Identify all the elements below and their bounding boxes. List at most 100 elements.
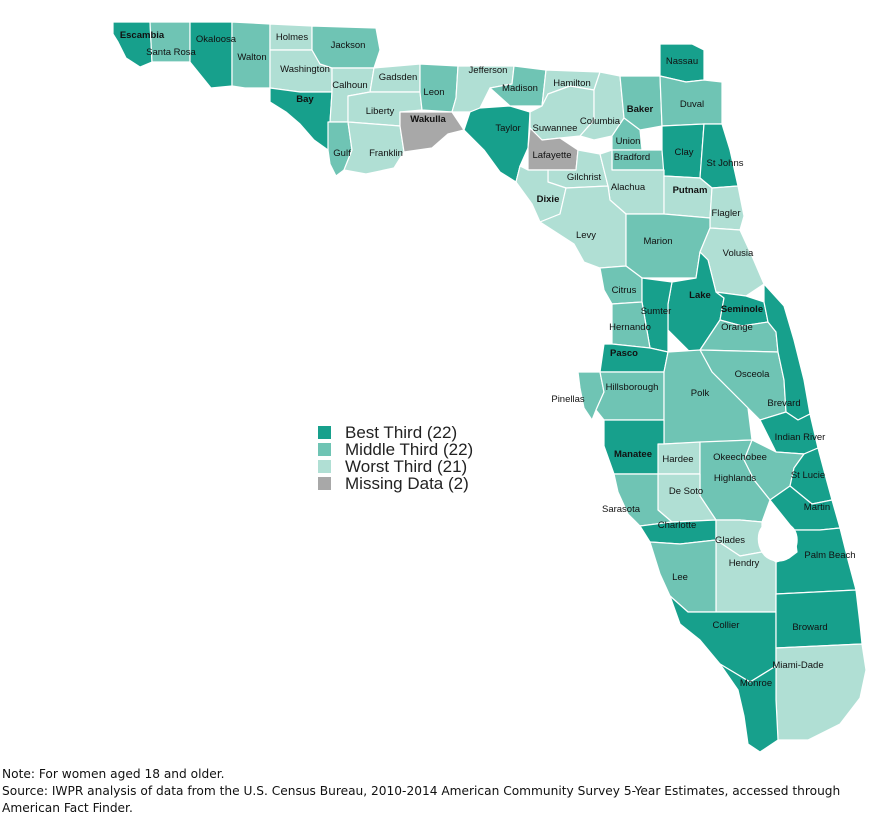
county-label-washington: Washington xyxy=(280,64,330,75)
county-putnam xyxy=(663,175,713,219)
county-label-walton: Walton xyxy=(237,52,266,63)
county-label-sarasota: Sarasota xyxy=(602,504,641,515)
legend-swatch-best xyxy=(318,426,331,439)
county-label-jackson: Jackson xyxy=(331,40,366,51)
note-text: Note: For women aged 18 and older. xyxy=(2,767,225,781)
county-monroe xyxy=(719,663,779,753)
county-label-osceola: Osceola xyxy=(735,369,771,380)
county-label-citrus: Citrus xyxy=(612,285,637,296)
county-label-jefferson: Jefferson xyxy=(469,65,508,76)
county-label-polk: Polk xyxy=(691,388,710,399)
county-label-charlotte: Charlotte xyxy=(658,520,697,531)
county-label-santa-rosa: Santa Rosa xyxy=(146,47,196,58)
county-label-lee: Lee xyxy=(672,572,688,583)
county-dixie xyxy=(515,165,567,223)
county-label-palm-beach: Palm Beach xyxy=(804,550,855,561)
county-label-hillsborough: Hillsborough xyxy=(606,382,659,393)
legend-item-worst: Worst Third (21) xyxy=(318,458,473,475)
county-label-dixie: Dixie xyxy=(537,194,560,205)
county-walton xyxy=(231,21,271,89)
county-label-liberty: Liberty xyxy=(366,106,395,117)
county-label-gadsden: Gadsden xyxy=(379,72,418,83)
county-label-pinellas: Pinellas xyxy=(551,394,585,405)
county-label-pasco: Pasco xyxy=(610,348,638,359)
legend-item-best: Best Third (22) xyxy=(318,424,473,441)
county-label-de-soto: De Soto xyxy=(669,486,703,497)
county-label-columbia: Columbia xyxy=(580,116,621,127)
county-label-lafayette: Lafayette xyxy=(532,150,571,161)
county-label-okaloosa: Okaloosa xyxy=(196,34,237,45)
county-label-brevard: Brevard xyxy=(767,398,800,409)
county-st-johns xyxy=(699,123,739,189)
county-label-duval: Duval xyxy=(680,99,704,110)
county-label-broward: Broward xyxy=(792,622,827,633)
legend-label-worst: Worst Third (21) xyxy=(345,457,468,476)
county-wakulla xyxy=(399,111,465,153)
county-label-glades: Glades xyxy=(715,535,745,546)
county-label-levy: Levy xyxy=(576,230,596,241)
legend-label-missing: Missing Data (2) xyxy=(345,474,469,493)
county-label-suwannee: Suwannee xyxy=(533,123,578,134)
counties-layer xyxy=(112,21,867,753)
legend-swatch-worst xyxy=(318,460,331,473)
county-label-collier: Collier xyxy=(713,620,740,631)
county-okaloosa xyxy=(189,21,233,89)
county-miami-dade xyxy=(775,643,867,741)
county-label-clay: Clay xyxy=(674,147,693,158)
county-label-putnam: Putnam xyxy=(673,185,708,196)
county-franklin xyxy=(343,121,405,175)
county-hillsborough xyxy=(595,371,665,421)
county-label-sumter: Sumter xyxy=(641,306,672,317)
county-label-seminole: Seminole xyxy=(721,304,763,315)
legend-label-middle: Middle Third (22) xyxy=(345,440,474,459)
county-label-gulf: Gulf xyxy=(333,148,351,159)
county-label-taylor: Taylor xyxy=(495,123,520,134)
county-label-martin: Martin xyxy=(804,502,830,513)
map-legend: Best Third (22) Middle Third (22) Worst Th… xyxy=(318,424,473,492)
county-label-alachua: Alachua xyxy=(611,182,646,193)
source-text: Source: IWPR analysis of data from the U… xyxy=(2,784,841,815)
county-label-highlands: Highlands xyxy=(714,473,756,484)
county-label-baker: Baker xyxy=(627,104,654,115)
county-broward xyxy=(775,589,863,649)
lake-okeechobee xyxy=(757,521,798,562)
county-label-marion: Marion xyxy=(643,236,672,247)
legend-item-missing: Missing Data (2) xyxy=(318,475,473,492)
county-label-hernando: Hernando xyxy=(609,322,651,333)
county-label-union: Union xyxy=(616,136,641,147)
notes: Note: For women aged 18 and older. Sourc… xyxy=(2,766,878,817)
county-label-orange: Orange xyxy=(721,322,753,333)
florida-county-map: Escambia Santa Rosa Okaloosa Walton Holmes Wa… xyxy=(112,21,867,753)
legend-swatch-missing xyxy=(318,477,331,490)
county-label-holmes: Holmes xyxy=(276,32,308,43)
county-label-franklin: Franklin xyxy=(369,148,403,159)
county-label-manatee: Manatee xyxy=(614,449,652,460)
county-label-escambia: Escambia xyxy=(120,30,165,41)
county-baker xyxy=(619,75,663,131)
county-label-st-johns: St Johns xyxy=(707,158,744,169)
county-label-hamilton: Hamilton xyxy=(553,78,591,89)
legend-item-middle: Middle Third (22) xyxy=(318,441,473,458)
county-label-st-lucie: St Lucie xyxy=(791,470,825,481)
county-label-leon: Leon xyxy=(423,87,444,98)
county-label-bay: Bay xyxy=(296,94,314,105)
county-label-nassau: Nassau xyxy=(666,56,698,67)
legend-label-best: Best Third (22) xyxy=(345,423,458,442)
county-label-wakulla: Wakulla xyxy=(410,114,446,125)
county-bay xyxy=(269,87,333,151)
county-label-lake: Lake xyxy=(689,290,711,301)
legend-swatch-middle xyxy=(318,443,331,456)
county-label-volusia: Volusia xyxy=(723,248,754,259)
county-label-calhoun: Calhoun xyxy=(332,80,367,91)
county-label-miami-dade: Miami-Dade xyxy=(772,660,823,671)
county-label-monroe: Monroe xyxy=(740,678,772,689)
county-label-hardee: Hardee xyxy=(662,454,693,465)
county-escambia xyxy=(112,21,153,68)
county-label-flagler: Flagler xyxy=(711,208,740,219)
county-label-bradford: Bradford xyxy=(614,152,650,163)
county-label-okeechobee: Okeechobee xyxy=(713,452,767,463)
county-label-indian-river: Indian River xyxy=(775,432,826,443)
county-label-hendry: Hendry xyxy=(729,558,760,569)
